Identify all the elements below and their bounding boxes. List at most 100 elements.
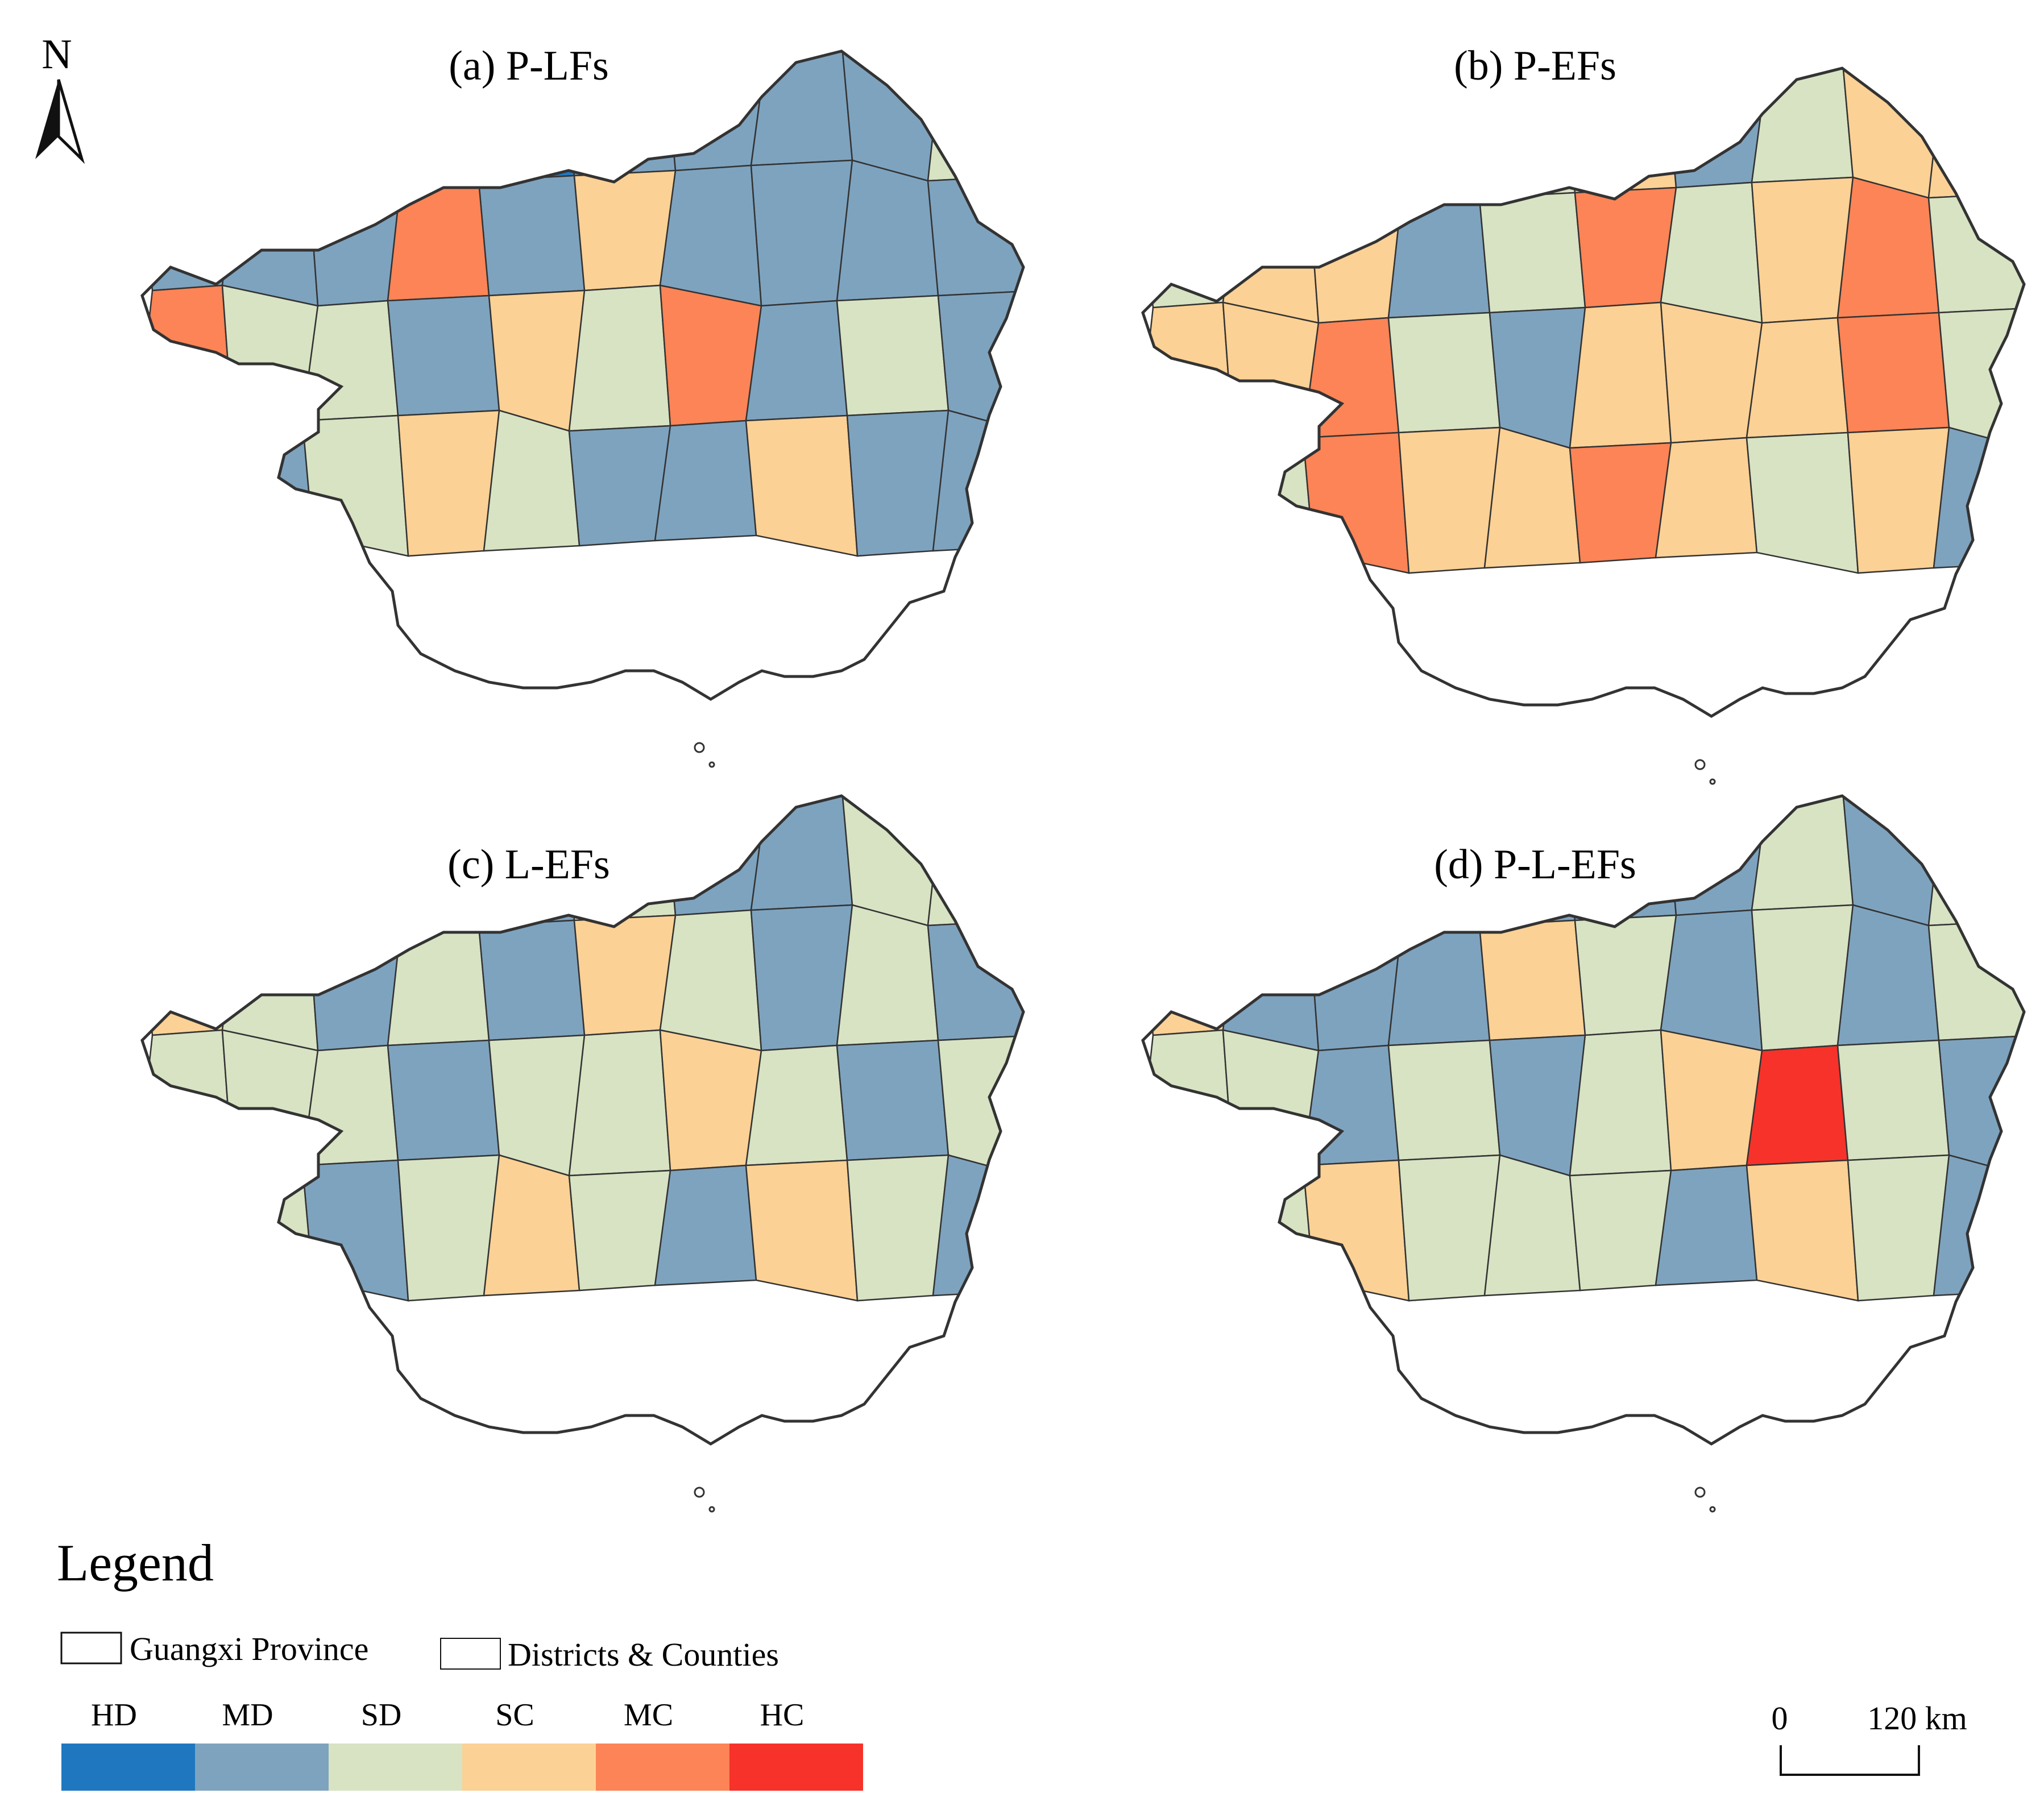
panel-title: (b) P-EFs [1454,43,1616,89]
county-region [568,284,671,432]
county-region [301,1159,409,1302]
province-map [132,780,1039,1513]
county-region [1660,181,1763,324]
county-region [836,904,939,1047]
county-region [1222,909,1320,1052]
county-region [221,284,319,427]
class-swatch [596,1744,729,1791]
scale-end-label: 120 km [1867,1700,1967,1737]
county-region [1655,1164,1758,1286]
county-region [1302,431,1410,574]
county-region [1927,796,2024,927]
county-region [1143,442,1234,564]
county-region [1217,1164,1315,1286]
island [1694,1487,1706,1498]
county-region [1217,437,1315,559]
county-region [937,289,1023,432]
class-swatch [462,1744,596,1791]
county-region [1478,192,1586,314]
county-region [397,409,500,557]
county-region [1227,68,1325,189]
county-region [1143,186,1239,309]
county-region [1387,176,1491,319]
county-region [937,1034,1023,1177]
county-region [568,1169,671,1292]
county-region [221,1029,319,1172]
map-panel: (d) P-L-EFs [1133,780,2040,1513]
legend: Legend Guangxi Province Districts & Coun… [57,1534,863,1791]
island [1694,759,1706,770]
county-region [1483,1154,1581,1297]
county-region [226,51,324,172]
county-region [1143,68,1239,194]
county-region [1836,312,1950,434]
panel-title: (c) L-EFs [447,841,610,888]
map-panel: (b) P-EFs [1133,43,2040,785]
county-region [1143,301,1234,449]
county-region [745,1159,859,1302]
county-region [221,164,319,307]
county-region [654,1164,757,1286]
county-region [836,294,950,417]
county-region [1938,1034,2024,1177]
county-region [216,1164,314,1286]
county-region [1478,919,1586,1041]
county-region [1483,426,1581,569]
class-swatch [729,1744,863,1791]
county-region [1569,1169,1672,1292]
county-region [1143,796,1239,921]
panel-title: (d) P-L-EFs [1434,841,1636,888]
county-region [1227,796,1325,916]
county-region [1746,431,1859,574]
county-region [659,164,762,307]
class-swatch [329,1744,462,1791]
county-region [1751,68,1854,184]
county-region [1387,312,1501,434]
county-region [301,1044,399,1167]
county-region [1222,301,1320,444]
island [708,761,715,768]
county-region [142,1169,234,1292]
county-region [306,51,404,167]
county-region [927,51,1023,182]
county-region [1489,306,1586,449]
county-region [1143,914,1239,1036]
county-region [654,420,757,542]
county-region [568,1029,671,1177]
county-region [750,904,853,1052]
county-region [1927,68,2024,199]
county-region [1751,796,1854,911]
county-label: Districts & Counties [508,1636,779,1673]
county-region [1307,796,1405,911]
county-region [1569,1029,1672,1177]
map-panel: (c) L-EFs [132,780,1039,1513]
county-region [573,914,677,1036]
county-region [483,1154,581,1297]
county-region [142,796,239,921]
county-region [221,909,319,1052]
county-region [659,284,762,427]
county-region [1574,914,1677,1036]
county-region [745,1044,848,1167]
county-region [478,919,586,1041]
class-label: MC [624,1697,673,1733]
county-region [1489,1034,1586,1177]
county-region [659,1029,762,1172]
county-region [483,409,581,552]
county-region [750,159,853,307]
island [694,1487,705,1498]
county-region [1222,1029,1320,1172]
class-swatch [61,1744,195,1791]
scale-start-label: 0 [1772,1700,1788,1737]
county-region [387,159,490,302]
county-region [1655,437,1758,559]
county-region [1222,181,1320,324]
county-swatch [440,1638,501,1670]
county-region [1660,1029,1763,1172]
county-region [1302,1159,1410,1302]
county-region [488,289,586,432]
county-region [1746,1044,1849,1167]
county-region [1751,176,1854,324]
class-label: MD [222,1697,273,1733]
county-region [387,904,490,1047]
